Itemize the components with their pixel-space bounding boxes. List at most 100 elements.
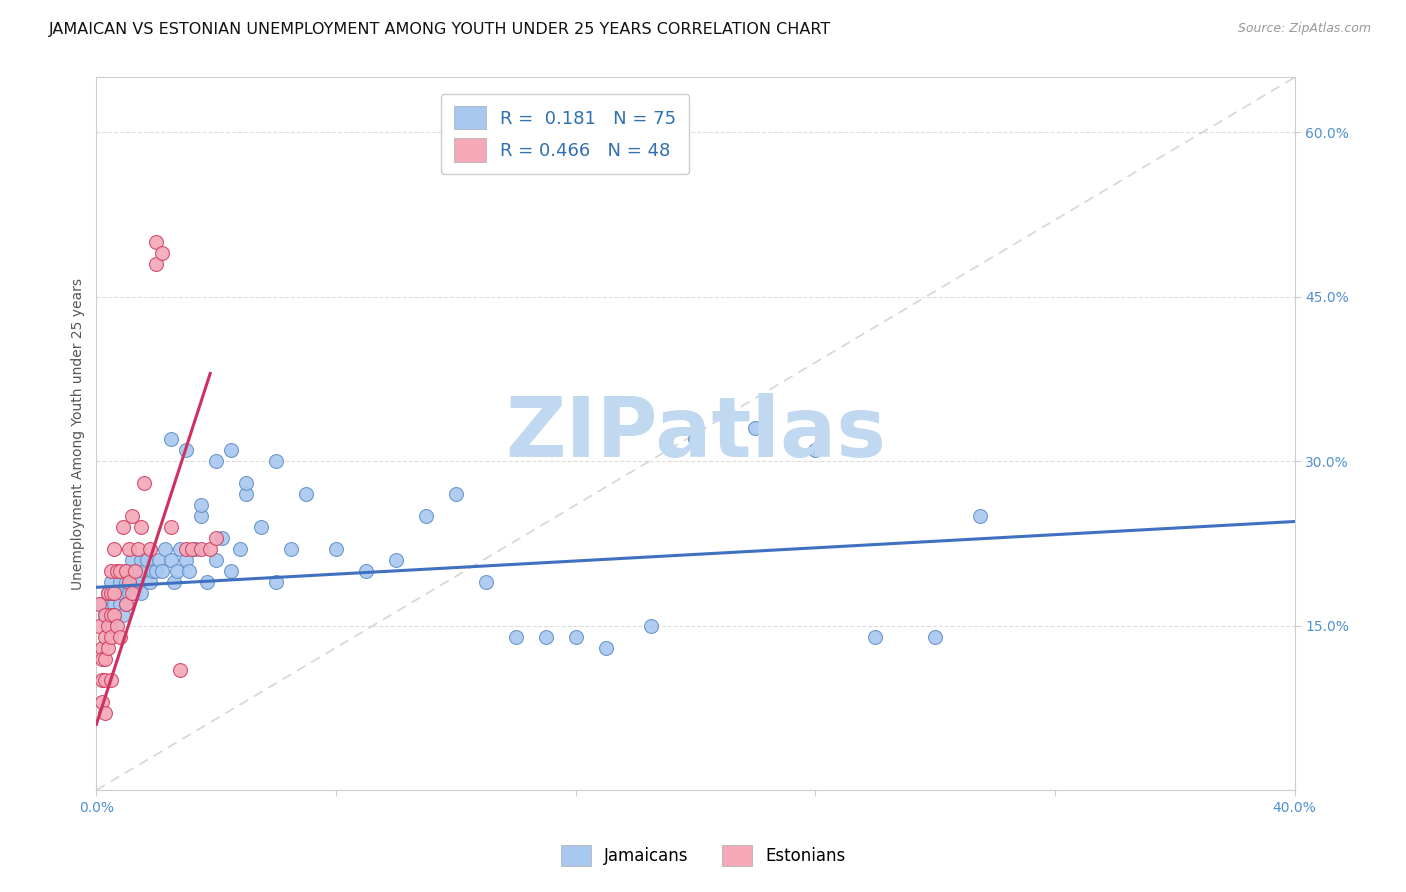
Point xyxy=(112,586,135,600)
Point xyxy=(134,476,156,491)
Point xyxy=(354,564,377,578)
Point xyxy=(118,586,141,600)
Point xyxy=(100,564,122,578)
Point xyxy=(136,553,159,567)
Point xyxy=(103,607,125,622)
Legend: Jamaicans, Estonians: Jamaicans, Estonians xyxy=(553,837,853,875)
Point xyxy=(94,673,117,688)
Point xyxy=(124,564,146,578)
Point xyxy=(160,432,183,446)
Point xyxy=(91,597,114,611)
Point xyxy=(150,564,173,578)
Text: Source: ZipAtlas.com: Source: ZipAtlas.com xyxy=(1237,22,1371,36)
Point xyxy=(264,574,287,589)
Point xyxy=(534,630,557,644)
Point xyxy=(169,541,191,556)
Point xyxy=(110,564,132,578)
Legend: R =  0.181   N = 75, R = 0.466   N = 48: R = 0.181 N = 75, R = 0.466 N = 48 xyxy=(441,94,689,174)
Point xyxy=(94,630,117,644)
Point xyxy=(325,541,347,556)
Point xyxy=(103,597,125,611)
Point xyxy=(97,586,120,600)
Point xyxy=(385,553,408,567)
Point xyxy=(103,541,125,556)
Point xyxy=(110,630,132,644)
Point xyxy=(100,618,122,632)
Point xyxy=(112,607,135,622)
Point xyxy=(181,541,204,556)
Point xyxy=(110,574,132,589)
Point xyxy=(112,520,135,534)
Point xyxy=(100,586,122,600)
Point xyxy=(129,586,152,600)
Point xyxy=(115,597,138,611)
Point xyxy=(174,553,197,567)
Point xyxy=(205,553,228,567)
Point xyxy=(250,520,273,534)
Point xyxy=(205,454,228,468)
Point xyxy=(97,586,120,600)
Point xyxy=(169,663,191,677)
Point xyxy=(415,509,437,524)
Point xyxy=(124,564,146,578)
Point xyxy=(89,618,111,632)
Point xyxy=(150,245,173,260)
Point xyxy=(139,574,162,589)
Point xyxy=(97,640,120,655)
Point xyxy=(91,640,114,655)
Point xyxy=(115,564,138,578)
Point xyxy=(184,541,207,556)
Point xyxy=(89,597,111,611)
Point xyxy=(142,564,165,578)
Point xyxy=(118,574,141,589)
Point xyxy=(190,541,212,556)
Point xyxy=(474,574,496,589)
Point xyxy=(924,630,946,644)
Point xyxy=(219,443,242,458)
Point xyxy=(94,607,117,622)
Point xyxy=(91,673,114,688)
Point xyxy=(118,541,141,556)
Point xyxy=(280,541,302,556)
Point xyxy=(97,618,120,632)
Point xyxy=(139,541,162,556)
Point xyxy=(103,586,125,600)
Point xyxy=(124,586,146,600)
Point xyxy=(121,509,143,524)
Point xyxy=(121,574,143,589)
Point xyxy=(235,487,257,501)
Text: ZIPatlas: ZIPatlas xyxy=(505,393,886,475)
Point xyxy=(163,574,186,589)
Point xyxy=(190,498,212,512)
Point xyxy=(127,574,149,589)
Point xyxy=(640,618,662,632)
Point xyxy=(179,564,201,578)
Point xyxy=(134,564,156,578)
Point xyxy=(129,520,152,534)
Point xyxy=(115,574,138,589)
Point xyxy=(211,531,233,545)
Point xyxy=(804,443,827,458)
Point xyxy=(235,476,257,491)
Point xyxy=(444,487,467,501)
Point xyxy=(155,541,177,556)
Point xyxy=(94,607,117,622)
Point xyxy=(229,541,252,556)
Point xyxy=(685,432,707,446)
Point xyxy=(219,564,242,578)
Point xyxy=(160,520,183,534)
Point xyxy=(121,553,143,567)
Point xyxy=(105,564,128,578)
Y-axis label: Unemployment Among Youth under 25 years: Unemployment Among Youth under 25 years xyxy=(72,277,86,590)
Point xyxy=(969,509,991,524)
Point xyxy=(505,630,527,644)
Point xyxy=(110,597,132,611)
Point xyxy=(174,443,197,458)
Point xyxy=(148,553,170,567)
Point xyxy=(174,541,197,556)
Point xyxy=(863,630,886,644)
Point xyxy=(100,607,122,622)
Point xyxy=(295,487,318,501)
Point xyxy=(145,235,167,249)
Point xyxy=(190,509,212,524)
